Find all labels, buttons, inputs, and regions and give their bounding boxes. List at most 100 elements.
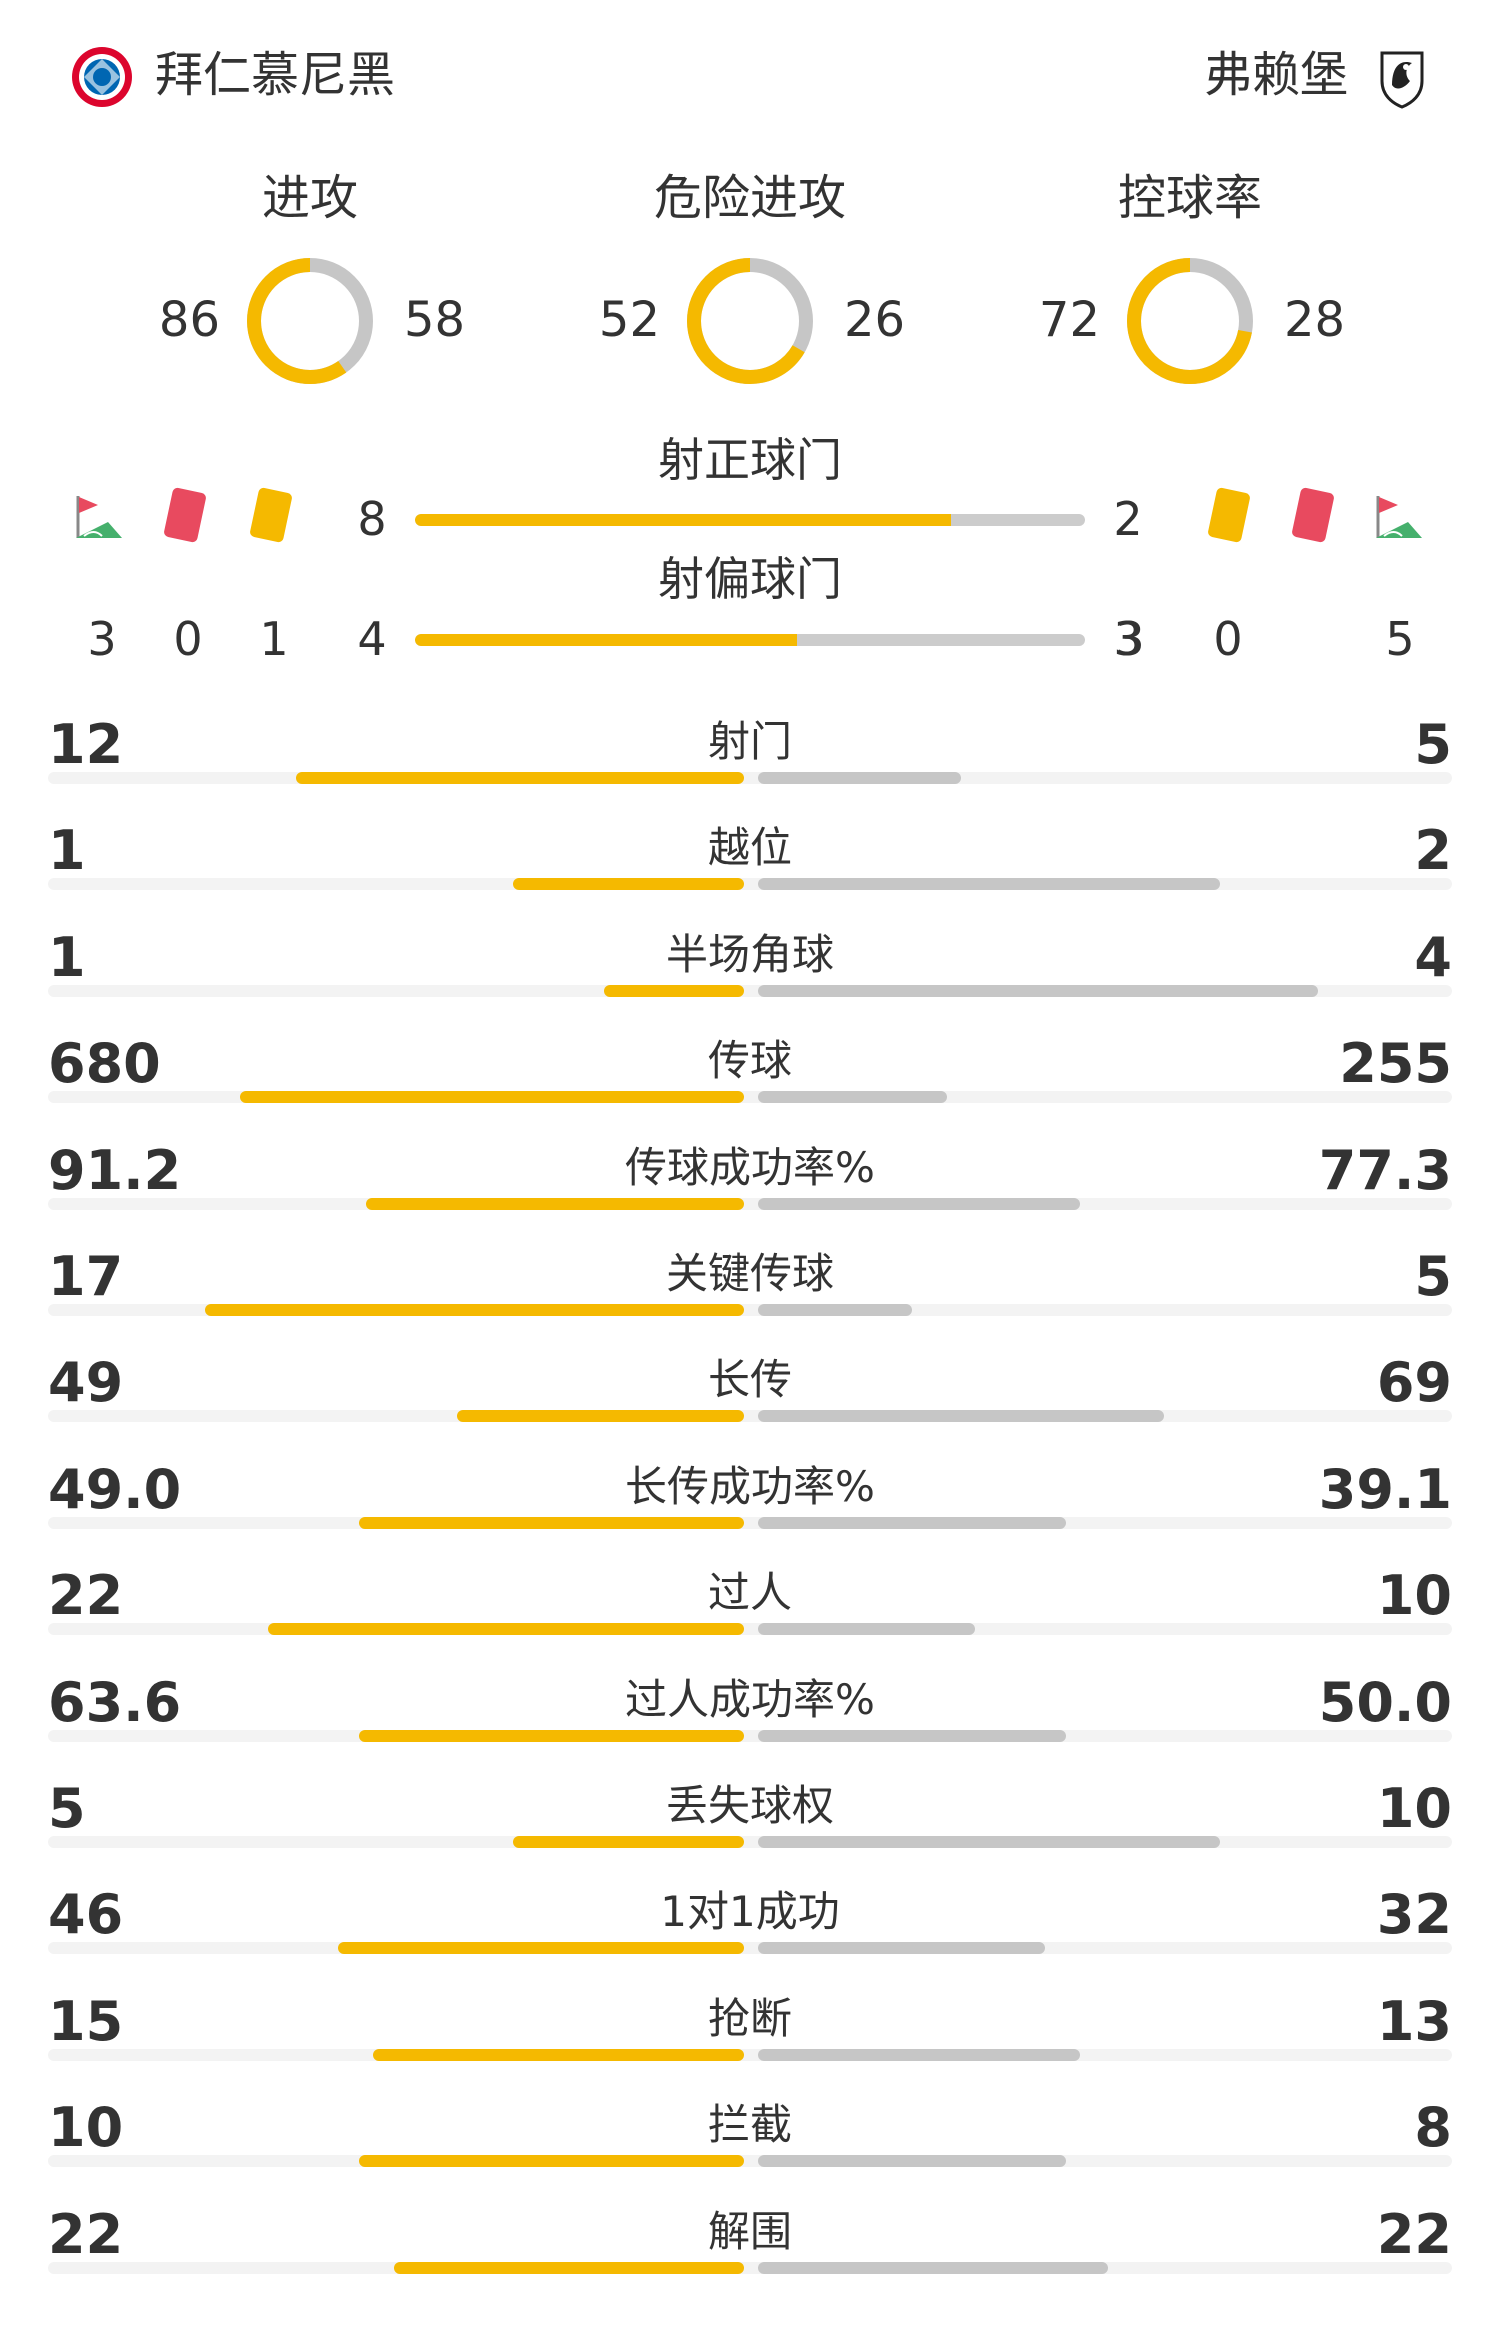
stat-track xyxy=(48,1836,1452,1848)
stat-home-value: 22 xyxy=(48,1564,124,1627)
stat-away-bar xyxy=(758,1198,1080,1210)
stat-away-bar xyxy=(758,985,1318,997)
stat-home-bar xyxy=(359,2155,744,2167)
stat-away-bar xyxy=(758,1942,1045,1954)
stat-away-value: 32 xyxy=(1376,1883,1452,1946)
home-shots-off-target: 4 xyxy=(357,612,387,666)
stat-track xyxy=(48,1410,1452,1422)
stat-home-bar xyxy=(205,1304,744,1316)
donut-away-value: 28 xyxy=(1284,292,1346,348)
stat-home-bar xyxy=(359,1517,744,1529)
stat-track xyxy=(48,2049,1452,2061)
stat-home-value: 91.2 xyxy=(48,1139,182,1202)
stat-home-value: 1 xyxy=(48,819,86,882)
stat-away-value: 10 xyxy=(1376,1564,1452,1627)
stat-track xyxy=(48,1198,1452,1210)
stat-label: 过人 xyxy=(707,1568,792,1617)
stat-home-value: 17 xyxy=(48,1245,124,1308)
stat-away-bar xyxy=(758,1623,975,1635)
stat-away-value: 5 xyxy=(1414,713,1452,776)
stat-home-bar xyxy=(373,2049,744,2061)
stat-label: 抢断 xyxy=(707,1994,792,2043)
stat-away-bar xyxy=(758,2262,1108,2274)
shots-off-target-home-fill xyxy=(415,634,797,646)
donut-home-arc xyxy=(687,258,813,384)
stat-track xyxy=(48,2155,1452,2167)
stat-home-value: 49.0 xyxy=(48,1458,182,1521)
stat-home-bar xyxy=(359,1730,744,1742)
stat-track xyxy=(48,1517,1452,1529)
shots-off-target-title: 射偏球门 xyxy=(658,552,842,606)
stat-label: 解围 xyxy=(707,2207,792,2256)
stat-track xyxy=(48,1730,1452,1742)
stat-away-bar xyxy=(758,878,1220,890)
stat-track xyxy=(48,878,1452,890)
yellow-card-icon xyxy=(1204,486,1256,543)
stat-away-value: 22 xyxy=(1376,2203,1452,2266)
donut-home-value: 86 xyxy=(158,292,220,348)
stat-label: 过人成功率% xyxy=(625,1675,875,1724)
stat-away-bar xyxy=(758,1410,1164,1422)
stat-away-value: 77.3 xyxy=(1318,1139,1452,1202)
donut-title: 危险进攻 xyxy=(653,170,846,226)
stat-home-bar xyxy=(394,2262,744,2274)
stat-away-value: 69 xyxy=(1376,1351,1452,1414)
stat-away-value: 4 xyxy=(1414,926,1452,989)
stat-home-bar xyxy=(366,1198,744,1210)
stat-label: 长传成功率% xyxy=(625,1462,875,1511)
corner-flag-icon xyxy=(72,492,124,544)
stat-away-value: 8 xyxy=(1414,2096,1452,2159)
home-yellow-count: 1 xyxy=(259,612,289,666)
away-shots-off-target: 3 xyxy=(1113,612,1143,666)
stat-home-value: 15 xyxy=(48,1990,124,2053)
stat-home-bar xyxy=(604,985,744,997)
stat-away-bar xyxy=(758,1730,1066,1742)
donut-away-value: 26 xyxy=(844,292,906,348)
donut-ring xyxy=(240,251,380,391)
donut-home-value: 52 xyxy=(598,292,660,348)
stat-home-value: 5 xyxy=(48,1777,86,1840)
donut-title: 进攻 xyxy=(261,170,358,226)
home-shots-on-target: 8 xyxy=(357,492,387,546)
home-team-name: 拜仁慕尼黑 xyxy=(155,47,396,103)
stat-home-value: 49 xyxy=(48,1351,124,1414)
donut-home-arc xyxy=(1127,258,1253,384)
freiburg-logo-icon xyxy=(1370,45,1434,109)
away-team-name: 弗赖堡 xyxy=(1204,47,1349,103)
stat-home-bar xyxy=(513,1836,744,1848)
bayern-logo-icon xyxy=(70,45,134,109)
stat-away-value: 39.1 xyxy=(1318,1458,1452,1521)
stat-track xyxy=(48,1942,1452,1954)
stat-home-bar xyxy=(268,1623,744,1635)
donut-home-value: 72 xyxy=(1038,292,1100,348)
red-card-icon xyxy=(1288,486,1340,543)
home-red-count: 0 xyxy=(173,612,203,666)
stat-away-bar xyxy=(758,1517,1066,1529)
shots-off-target-bar xyxy=(415,634,1085,646)
stat-away-bar xyxy=(758,772,961,784)
stat-away-value: 50.0 xyxy=(1318,1671,1452,1734)
stat-home-bar xyxy=(338,1942,744,1954)
stat-home-bar xyxy=(457,1410,744,1422)
stat-away-value: 13 xyxy=(1376,1990,1452,2053)
shots-on-target-title: 射正球门 xyxy=(658,433,842,487)
stat-away-bar xyxy=(758,1836,1220,1848)
stat-home-bar xyxy=(513,878,744,890)
donut-away-value: 58 xyxy=(404,292,466,348)
stat-track xyxy=(48,2262,1452,2274)
stat-label: 丢失球权 xyxy=(665,1781,834,1830)
stat-label: 传球成功率% xyxy=(625,1143,875,1192)
donut-ring xyxy=(1120,251,1260,391)
stat-label: 传球 xyxy=(707,1036,792,1085)
shots-on-target-bar xyxy=(415,514,1085,526)
stat-home-bar xyxy=(240,1091,744,1103)
stat-home-value: 46 xyxy=(48,1883,124,1946)
stat-label: 1对1成功 xyxy=(660,1887,840,1936)
red-card-icon xyxy=(160,486,212,543)
stat-track xyxy=(48,1623,1452,1635)
shots-on-target-home-fill xyxy=(415,514,951,526)
stat-away-bar xyxy=(758,1304,912,1316)
stat-home-bar xyxy=(296,772,744,784)
yellow-card-icon xyxy=(246,486,298,543)
stat-home-value: 1 xyxy=(48,926,86,989)
